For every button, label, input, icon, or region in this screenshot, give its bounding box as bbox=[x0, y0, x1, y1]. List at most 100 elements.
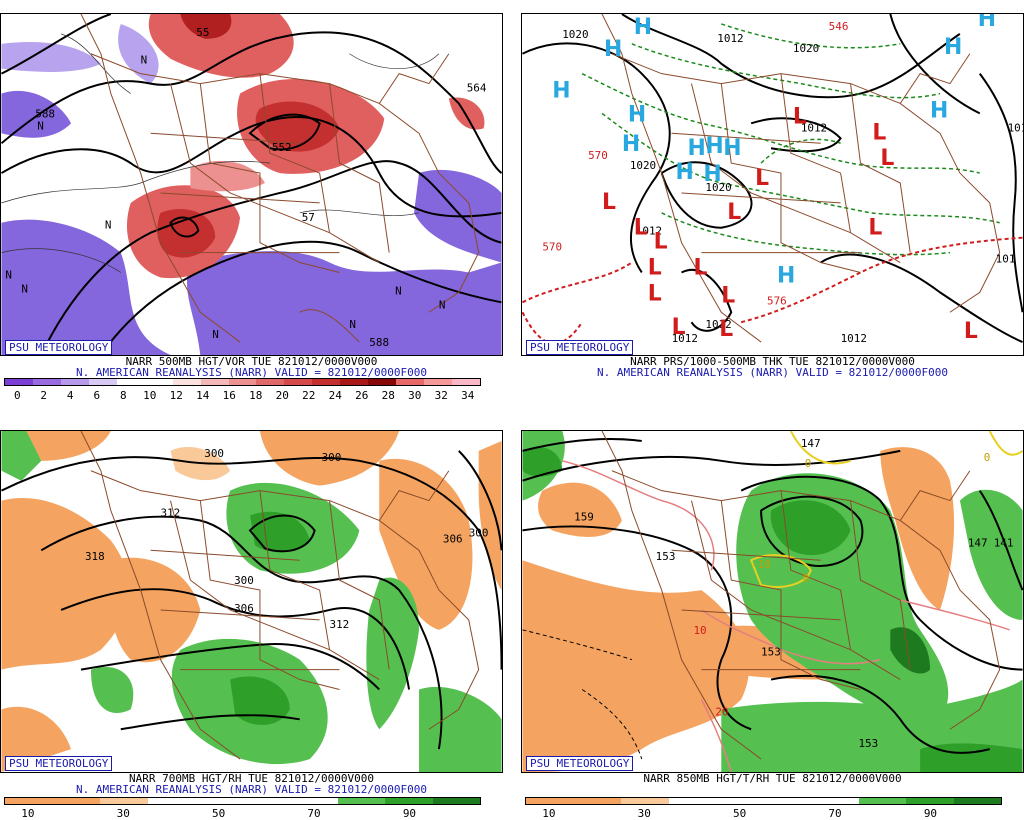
rh-moist-sw bbox=[90, 667, 134, 713]
map-850mb-temp-rh: 147 159 153 153 153 147 141 0 0 -10 0 10… bbox=[521, 430, 1024, 773]
colorbar-tick-label: 28 bbox=[381, 389, 395, 402]
contour-label: 153 bbox=[656, 550, 676, 563]
rh-moist-central-core bbox=[770, 500, 851, 556]
contour-label: 1012 bbox=[801, 121, 827, 134]
contour-label: 0 bbox=[805, 457, 812, 470]
svg-text:H: H bbox=[604, 37, 622, 62]
contour-label: 101 bbox=[1008, 121, 1023, 134]
rh-dry-southwest bbox=[522, 560, 749, 772]
colorbar-swatch bbox=[424, 379, 452, 385]
contour-labels: 147 159 153 153 153 147 141 bbox=[574, 437, 1013, 750]
contour-label: 0 bbox=[803, 572, 810, 585]
contour-label: 1020 bbox=[705, 181, 731, 194]
colorbar-tick-label: 50 bbox=[733, 807, 747, 820]
contour-label: 153 bbox=[858, 737, 878, 750]
panel-pressure-thickness: 1020 1012 1020 1012 1020 1020 1012 1012 … bbox=[521, 0, 1024, 402]
rh-dry-east bbox=[880, 447, 955, 610]
contour-label: 153 bbox=[761, 646, 781, 659]
svg-text:N: N bbox=[21, 282, 28, 295]
rh-moist-east bbox=[366, 577, 420, 730]
contour-label: 1012 bbox=[636, 225, 662, 238]
colorbar-tick-label: 10 bbox=[21, 807, 35, 820]
contour-label: 318 bbox=[85, 550, 105, 563]
contour-label: 57 bbox=[302, 211, 315, 224]
rh-moist-east-core bbox=[890, 627, 931, 674]
state-boundaries bbox=[601, 431, 1001, 760]
colorbar-swatch bbox=[200, 379, 229, 385]
contour-label: 546 bbox=[829, 20, 849, 33]
state-boundaries bbox=[80, 431, 480, 760]
caption-dataset: N. AMERICAN REANALYSIS (NARR) VALID = 82… bbox=[76, 366, 427, 379]
caption-product: NARR PRS/1000-500MB THK TUE 821012/0000V… bbox=[630, 355, 915, 368]
contour-label: 147 bbox=[801, 437, 821, 450]
colorbar-tick-label: 26 bbox=[355, 389, 369, 402]
contour-labels: 300 300 312 318 300 306 312 306 300 bbox=[85, 447, 488, 631]
colorbar-swatch bbox=[811, 798, 859, 804]
contour-label: 312 bbox=[330, 618, 350, 631]
colorbar-tick-label: 90 bbox=[923, 807, 938, 820]
rh-moist-atlantic bbox=[419, 686, 502, 772]
map-canvas: 1020 1012 1020 1012 1020 1020 1012 1012 … bbox=[522, 14, 1023, 355]
colorbar-tick-label: 90 bbox=[402, 807, 417, 820]
height-contours bbox=[1, 14, 502, 355]
vort-negative-south bbox=[187, 251, 502, 355]
rh-moist-nw-core bbox=[522, 446, 563, 477]
state-boundaries bbox=[601, 14, 1001, 343]
rh-moist-south-core bbox=[230, 676, 290, 725]
colorbar-swatch bbox=[312, 379, 341, 385]
contour-label: 159 bbox=[574, 510, 594, 523]
contour-label: 101 bbox=[996, 253, 1016, 266]
contour-label: 1020 bbox=[562, 28, 588, 41]
svg-text:L: L bbox=[602, 190, 616, 215]
contour-label: 312 bbox=[161, 506, 181, 519]
vorticity-colorbar bbox=[4, 378, 481, 386]
svg-text:L: L bbox=[964, 319, 978, 344]
colorbar-swatch bbox=[621, 798, 669, 804]
colorbar-tick-label: 22 bbox=[302, 389, 316, 402]
svg-text:N: N bbox=[439, 298, 446, 311]
svg-text:N: N bbox=[349, 318, 356, 331]
contour-label: 576 bbox=[767, 294, 787, 307]
contour-label: 20 bbox=[715, 705, 728, 718]
colorbar-swatch bbox=[284, 379, 313, 385]
low-pressure-markers: LLL L LL LLL LLL LLL L bbox=[602, 104, 978, 344]
contour-label: -10 bbox=[751, 558, 771, 571]
contour-label: 300 bbox=[234, 574, 254, 587]
contour-label: 1012 bbox=[717, 32, 743, 45]
vort-max-north bbox=[180, 14, 232, 39]
caption-product: NARR 850MB HGT/T/RH TUE 821012/0000V000 bbox=[643, 772, 902, 785]
caption-product: NARR 700MB HGT/RH TUE 821012/0000V000 bbox=[128, 772, 375, 785]
colorbar-tick-label: 70 bbox=[307, 807, 321, 820]
contour-label: 306 bbox=[234, 602, 254, 615]
cold-isotherm-labels: 0 0 -10 0 bbox=[751, 451, 990, 585]
contour-label: 570 bbox=[588, 149, 608, 162]
rh-colorbar bbox=[525, 797, 1002, 805]
contour-label: 588 bbox=[35, 107, 55, 120]
svg-text:H: H bbox=[723, 136, 741, 161]
colorbar-tick-label: 8 bbox=[119, 389, 127, 402]
contour-label: 300 bbox=[204, 447, 224, 460]
svg-text:L: L bbox=[872, 120, 886, 145]
isotherms-dashed bbox=[522, 629, 643, 760]
contour-labels: 588 564 552 57 588 55 bbox=[35, 26, 487, 349]
map-canvas: 300 300 312 318 300 306 312 306 300 bbox=[1, 431, 502, 772]
high-pressure-markers: HHH HH H H HH HHH HH bbox=[552, 14, 996, 288]
contour-label: 570 bbox=[542, 241, 562, 254]
caption-dataset: N. AMERICAN REANALYSIS (NARR) VALID = 82… bbox=[76, 783, 427, 796]
colorbar-swatch bbox=[452, 379, 480, 385]
caption-dataset: N. AMERICAN REANALYSIS (NARR) VALID = 82… bbox=[597, 366, 948, 379]
svg-text:H: H bbox=[777, 263, 795, 288]
colorbar-tick-label: 10 bbox=[143, 389, 157, 402]
colorbar-swatch bbox=[290, 798, 338, 804]
isobars bbox=[522, 14, 1023, 343]
psu-meteorology-badge: PSU METEOROLOGY bbox=[526, 756, 634, 771]
vorticity-contours bbox=[1, 33, 440, 273]
rh-dry-west bbox=[1, 498, 129, 670]
svg-text:N: N bbox=[105, 219, 112, 232]
colorbar-swatch bbox=[526, 798, 574, 804]
svg-text:L: L bbox=[654, 230, 668, 255]
colorbar-swatch bbox=[144, 379, 173, 385]
rh-colorbar-ticks: 10 30 50 70 90 bbox=[525, 807, 1002, 820]
rh-dry-pacific bbox=[1, 706, 72, 772]
